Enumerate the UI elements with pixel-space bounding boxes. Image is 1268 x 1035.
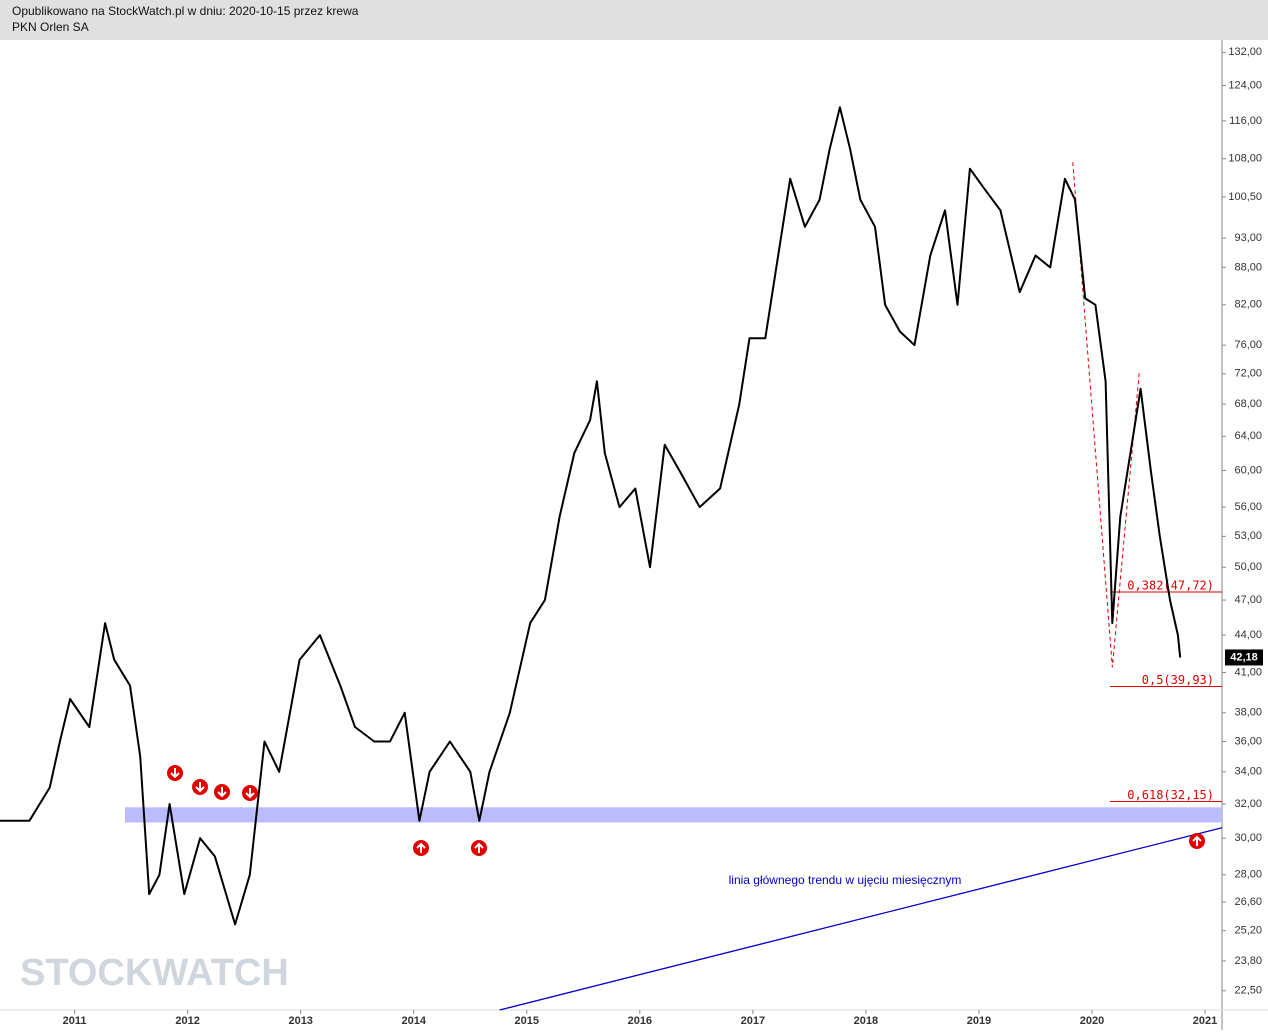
y-tick-label: 53,00 — [1234, 530, 1262, 542]
y-tick-label: 100,50 — [1228, 191, 1262, 203]
support-zone — [125, 807, 1222, 823]
fib-label: 0,618(32,15) — [1127, 788, 1214, 802]
trendline-label: linia głównego trendu w ujęciu miesięczn… — [729, 873, 962, 887]
last-price-box — [1225, 649, 1263, 666]
trendline — [499, 827, 1223, 1011]
x-tick-label: 2016 — [628, 1015, 652, 1027]
y-tick-label: 132,00 — [1228, 46, 1262, 58]
x-tick-label: 2013 — [288, 1015, 312, 1027]
y-tick-label: 93,00 — [1234, 232, 1262, 244]
y-tick-label: 36,00 — [1234, 735, 1262, 747]
y-tick-label: 68,00 — [1234, 398, 1262, 410]
down-arrow — [242, 785, 258, 801]
y-tick-label: 44,00 — [1234, 629, 1262, 641]
x-tick-label: 2018 — [854, 1015, 878, 1027]
fib-label: 0,382(47,72) — [1127, 579, 1214, 593]
swing-line — [1072, 162, 1140, 668]
down-arrow — [214, 784, 230, 800]
price-line — [0, 106, 1182, 926]
watermark: STOCKWATCH — [20, 952, 289, 994]
x-tick-label: 2017 — [741, 1015, 765, 1027]
y-tick-label: 30,00 — [1234, 832, 1262, 844]
signal-arrows — [167, 765, 1205, 856]
y-tick-label: 38,00 — [1234, 707, 1262, 719]
y-tick-label: 108,00 — [1228, 153, 1262, 165]
plot: linia głównego trendu w ujęciu miesięczn… — [0, 106, 1223, 1011]
y-tick-label: 82,00 — [1234, 299, 1262, 311]
y-tick-label: 22,50 — [1234, 985, 1262, 997]
y-tick-label: 47,00 — [1234, 594, 1262, 606]
header-published: Opublikowano na StockWatch.pl w dniu: 20… — [12, 4, 359, 18]
y-tick-label: 116,00 — [1229, 115, 1262, 127]
x-tick-label: 2015 — [515, 1015, 539, 1027]
y-tick-label: 25,20 — [1234, 925, 1262, 937]
y-tick-label: 56,00 — [1234, 501, 1262, 513]
y-tick-label: 34,00 — [1234, 766, 1262, 778]
x-tick-label: 2012 — [175, 1015, 199, 1027]
fib-label: 0,5(39,93) — [1142, 673, 1214, 687]
y-tick-label: 60,00 — [1234, 464, 1262, 476]
header-bar — [0, 0, 1268, 40]
last-price-label: 42,18 — [1230, 651, 1258, 663]
x-tick-label: 2014 — [401, 1015, 426, 1027]
y-tick-label: 32,00 — [1234, 798, 1262, 810]
y-tick-label: 88,00 — [1234, 261, 1262, 273]
y-tick-label: 23,80 — [1234, 955, 1262, 967]
x-tick-label: 2019 — [967, 1015, 991, 1027]
y-tick-label: 64,00 — [1234, 430, 1262, 442]
y-tick-label: 124,00 — [1228, 79, 1262, 91]
y-tick-label: 41,00 — [1234, 666, 1262, 678]
header-symbol: PKN Orlen SA — [12, 20, 89, 34]
up-arrow — [471, 840, 487, 856]
y-tick-label: 26,60 — [1234, 896, 1262, 908]
y-tick-label: 28,00 — [1234, 869, 1262, 881]
up-arrow — [1189, 833, 1205, 849]
x-tick-label: 2021 — [1193, 1015, 1217, 1027]
up-arrow — [413, 840, 429, 856]
y-tick-label: 76,00 — [1234, 339, 1262, 351]
y-tick-label: 50,00 — [1234, 561, 1262, 573]
x-tick-label: 2020 — [1080, 1015, 1104, 1027]
x-tick-label: 2011 — [63, 1015, 87, 1027]
down-arrow — [192, 779, 208, 795]
down-arrow — [167, 765, 183, 781]
y-tick-label: 72,00 — [1234, 368, 1262, 380]
